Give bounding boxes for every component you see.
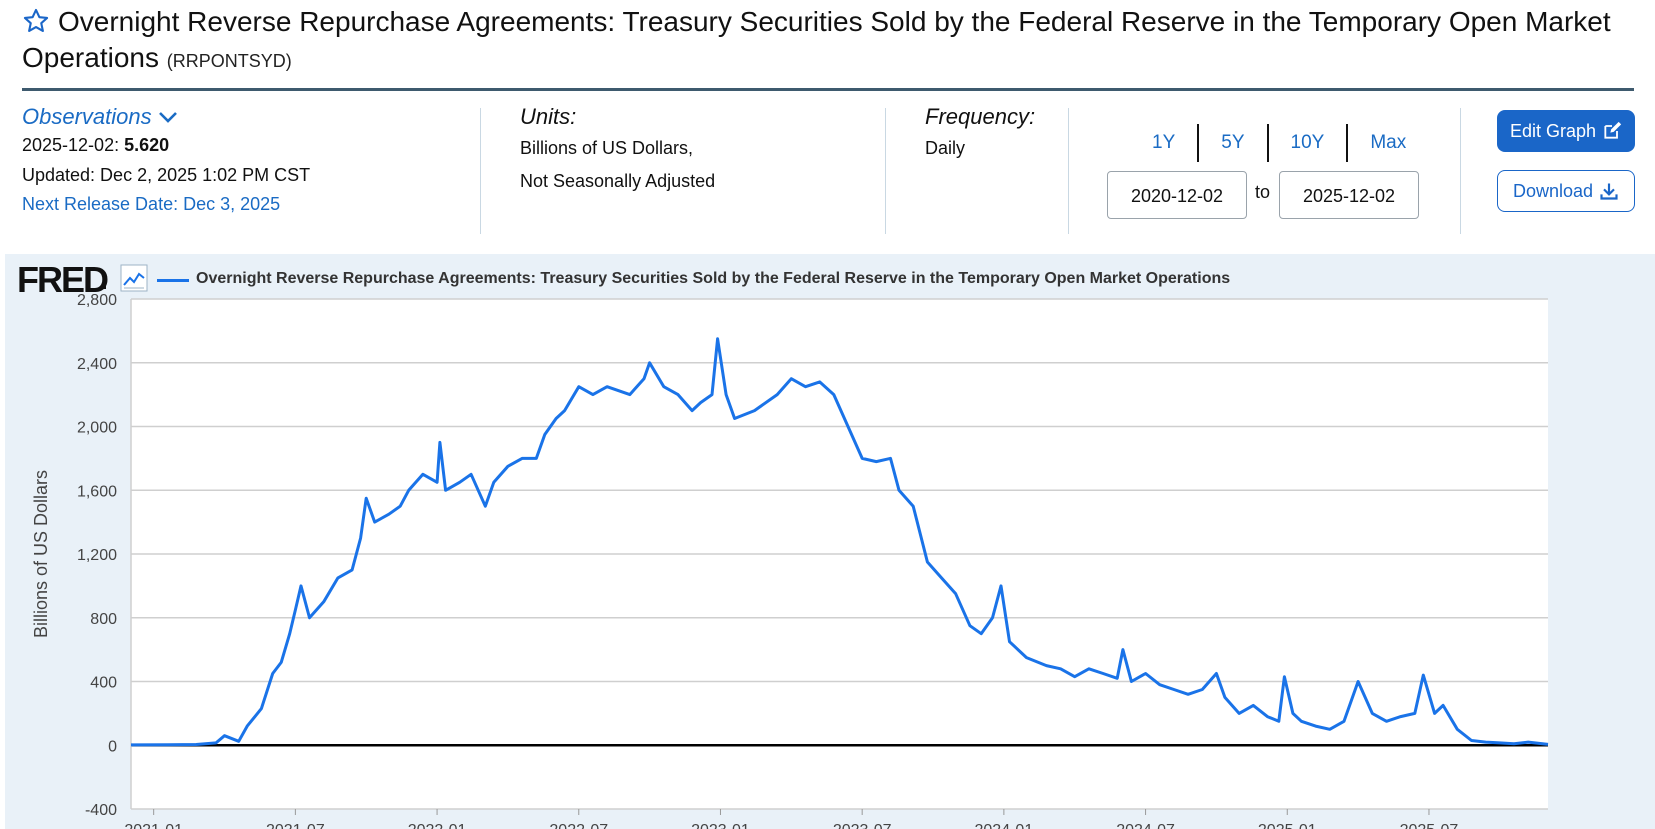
line-chart: -400 0 400 800 1,200 1,600 2,000 2,400 2,800 202… [31,292,1549,829]
x-tick-label: 2023-07 [833,822,892,829]
line-graph-icon [120,264,148,292]
frequency-panel: Frequency: Daily [925,104,1035,165]
y-tick-label: 2,400 [77,356,117,373]
y-tick-label: -400 [85,802,117,819]
chevron-down-icon [158,112,177,123]
x-tick-label: 2022-01 [408,822,467,829]
y-tick-label: 0 [108,738,117,755]
range-separator [1197,124,1200,162]
units-line-1: Billions of US Dollars, [520,138,694,158]
end-date-input[interactable]: 2025-12-02 [1279,171,1419,219]
start-date-input[interactable]: 2020-12-02 [1107,171,1247,219]
range-buttons: 1Y 5Y 10Y Max [1130,124,1428,162]
x-tick-label: 2025-01 [1258,822,1317,829]
updated-text: Updated: Dec 2, 2025 1:02 PM CST [22,165,311,185]
legend-swatch [157,279,189,282]
page-title: Overnight Reverse Repurchase Agreements:… [22,4,1632,79]
range-10y-button[interactable]: 10Y [1290,132,1325,153]
edit-icon [1604,121,1622,139]
observations-dropdown[interactable]: Observations [22,104,310,130]
units-label: Units: [520,104,577,129]
download-button[interactable]: Download [1497,170,1635,212]
divider [1068,108,1069,234]
y-axis-label: Billions of US Dollars [31,470,51,638]
x-tick-label: 2024-01 [975,822,1034,829]
download-label: Download [1512,180,1594,201]
divider [1460,108,1461,234]
observation-date: 2025-12-02: [22,135,120,155]
series-line [130,337,1549,747]
fred-logo[interactable]: FRED [17,259,109,300]
series-id: (RRPONTSYD) [166,51,292,71]
y-tick-label: 1,600 [77,483,117,500]
units-panel: Units: Billions of US Dollars, Not Seaso… [520,104,715,198]
divider [480,108,481,234]
range-separator [1266,124,1269,162]
y-tick-label: 400 [90,675,117,692]
range-separator [1346,124,1349,162]
range-max-button[interactable]: Max [1370,132,1407,153]
frequency-value: Daily [925,138,966,158]
title-divider [22,88,1634,91]
edit-graph-label: Edit Graph [1509,120,1597,141]
x-tick-label: 2025-07 [1400,822,1459,829]
edit-graph-button[interactable]: Edit Graph [1497,110,1635,152]
divider [885,108,886,234]
chart-panel: FRED Overnight Reverse Repurchase Agreem… [5,254,1655,829]
observations-label: Observations [22,104,152,129]
series-title: Overnight Reverse Repurchase Agreements:… [22,6,1611,73]
range-1y-button[interactable]: 1Y [1152,132,1176,153]
legend-label: Overnight Reverse Repurchase Agreements:… [196,270,1231,287]
fred-logo-dot [102,285,106,289]
y-tick-label: 1,200 [77,547,117,564]
next-release-link[interactable]: Next Release Date: Dec 3, 2025 [22,194,281,214]
y-tick-label: 2,000 [77,420,117,437]
download-icon [1600,183,1618,200]
x-tick-label: 2021-01 [124,822,183,829]
y-tick-label: 2,800 [77,292,117,309]
to-label: to [1255,182,1271,202]
range-5y-button[interactable]: 5Y [1221,132,1245,153]
observation-value: 2025-12-02: 5.620 [22,130,310,160]
observations-panel: Observations 2025-12-02: 5.620 Updated: … [22,104,310,218]
star-icon[interactable] [22,7,50,35]
y-tick-label: 800 [90,611,117,628]
x-tick-label: 2021-07 [266,822,325,829]
observation-number: 5.620 [124,135,170,155]
frequency-label: Frequency: [925,104,1036,129]
x-tick-label: 2023-01 [691,822,750,829]
x-tick-label: 2022-07 [549,822,608,829]
units-line-2: Not Seasonally Adjusted [520,171,716,191]
x-tick-label: 2024-07 [1116,822,1175,829]
